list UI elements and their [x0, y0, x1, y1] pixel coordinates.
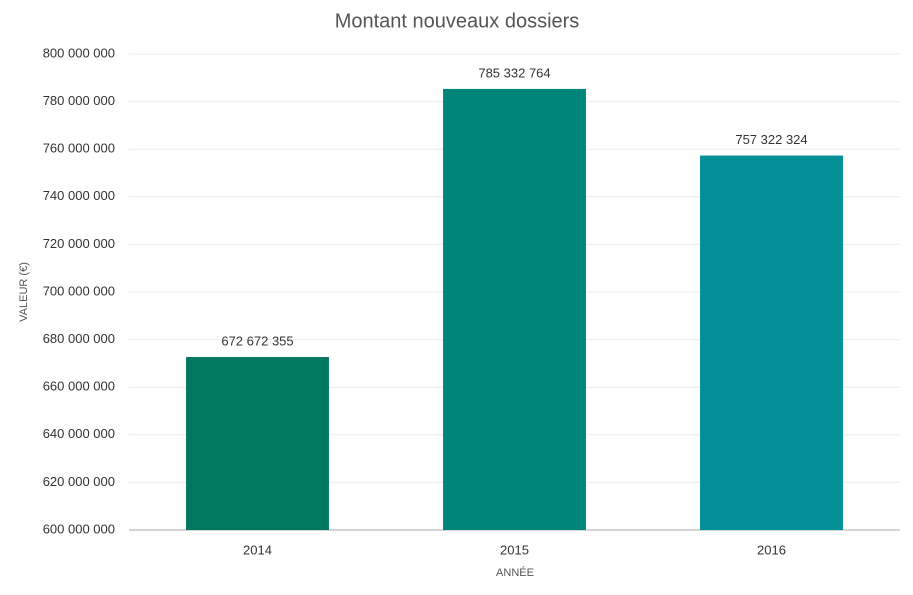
y-tick-label: 800 000 000	[43, 45, 115, 60]
x-tick-label: 2014	[243, 542, 272, 557]
y-tick-label: 780 000 000	[43, 93, 115, 108]
bar	[186, 357, 329, 530]
y-tick-label: 680 000 000	[43, 331, 115, 346]
value-label: 757 322 324	[735, 132, 807, 147]
x-axis-title: ANNÉE	[496, 566, 534, 579]
x-tick-label: 2015	[500, 542, 529, 557]
y-tick-label: 640 000 000	[43, 426, 115, 441]
value-label: 672 672 355	[221, 333, 293, 348]
bar	[443, 88, 586, 530]
y-tick-label: 660 000 000	[43, 379, 115, 394]
y-tick-label: 620 000 000	[43, 474, 115, 489]
chart-title: Montant nouveaux dossiers	[335, 10, 580, 32]
y-tick-label: 600 000 000	[43, 521, 115, 536]
x-tick-label: 2016	[757, 542, 786, 557]
y-axis-title: VALEUR (€)	[18, 262, 30, 322]
y-tick-label: 740 000 000	[43, 188, 115, 203]
y-tick-label: 720 000 000	[43, 236, 115, 251]
y-tick-label: 700 000 000	[43, 283, 115, 298]
bar	[700, 155, 843, 530]
value-label: 785 332 764	[478, 65, 550, 80]
y-tick-label: 760 000 000	[43, 141, 115, 156]
